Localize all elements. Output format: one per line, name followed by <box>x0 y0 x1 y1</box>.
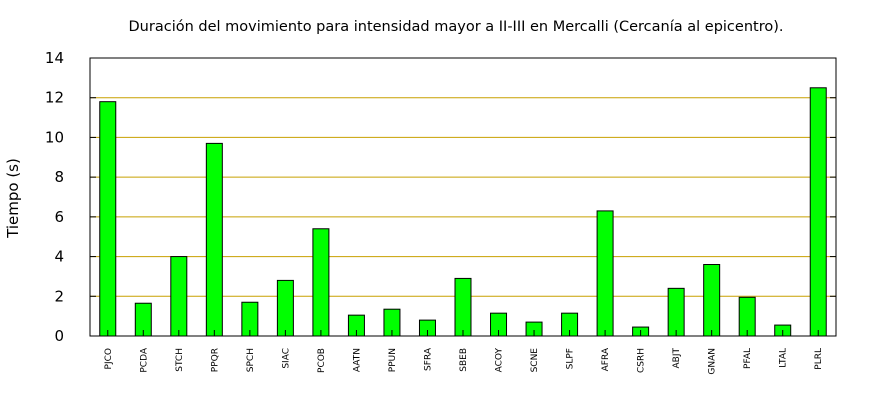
y-tick-label: 12 <box>45 89 64 107</box>
y-axis-ticks: 0 2 4 6 8 10 12 14 <box>45 49 836 345</box>
y-tick-label: 6 <box>54 208 64 226</box>
x-tick-label: SFRA <box>423 347 433 371</box>
x-tick-label: SBEB <box>459 348 469 372</box>
bar-gnan <box>703 264 721 337</box>
bar-ppqr <box>205 142 223 337</box>
x-tick-label: PCOB <box>317 348 327 373</box>
gridlines <box>90 97 836 297</box>
x-tick-label: SCNE <box>530 348 540 373</box>
x-tick-label: PCDA <box>139 347 149 372</box>
x-tick-label: PPUN <box>388 348 398 372</box>
y-tick-label: 4 <box>54 248 64 266</box>
x-tick-label: ACOY <box>495 348 505 373</box>
x-tick-label: PPQR <box>210 348 220 372</box>
x-tick-label: PLRL <box>814 348 824 370</box>
bar-sbeb <box>454 277 472 337</box>
y-tick-label: 8 <box>54 168 64 186</box>
x-axis-ticks: PJCO PCDA STCH PPQR SPCH SIAC PCOB AATN PPUN SFRA… <box>104 330 824 375</box>
bar-siac <box>276 279 294 337</box>
x-tick-label: STCH <box>175 348 185 372</box>
bars <box>99 87 827 337</box>
y-tick-label: 0 <box>54 327 64 345</box>
y-axis-label: Tiempo (s) <box>4 158 22 239</box>
x-tick-label: SIAC <box>281 348 291 369</box>
bar-abjt <box>667 287 685 337</box>
x-tick-label: GNAN <box>708 348 718 375</box>
x-tick-label: PJCO <box>104 348 114 369</box>
y-tick-label: 14 <box>45 49 64 67</box>
x-tick-label: PFAL <box>743 348 753 369</box>
x-tick-label: ABJT <box>672 347 682 368</box>
x-tick-label: CSRH <box>637 348 647 373</box>
bar-plrl <box>809 87 827 337</box>
x-tick-label: SPCH <box>246 348 256 372</box>
x-tick-label: AFRA <box>601 347 611 371</box>
bar-pcob <box>312 228 330 337</box>
bar-afra <box>596 210 614 337</box>
y-tick-label: 2 <box>54 287 64 305</box>
bar-stch <box>170 256 188 337</box>
x-tick-label: AATN <box>352 348 362 372</box>
x-tick-label: LTAL <box>779 348 789 368</box>
bar-pjco <box>99 101 117 337</box>
y-tick-label: 10 <box>45 128 64 146</box>
x-tick-label: SLPF <box>566 348 576 369</box>
chart-title: Duración del movimiento para intensidad … <box>129 19 784 35</box>
